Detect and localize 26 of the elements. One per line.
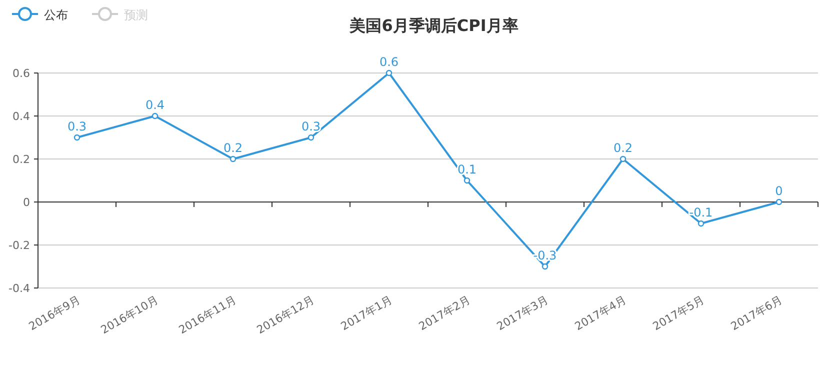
data-label: 0.3 [67,120,87,134]
data-label: 0.3 [301,120,321,134]
y-tick-label: 0.6 [12,67,30,80]
point [464,177,470,184]
chart-title: 美国6月季调后CPI月率 [348,16,518,35]
point [386,70,392,76]
point [230,156,236,162]
point [542,263,548,270]
y-tick-label: -0.4 [8,282,30,295]
y-tick-label: 0.4 [12,110,30,123]
y-tick-label: 0 [23,196,30,209]
data-label: 0.2 [223,141,243,155]
data-label: 0.2 [613,141,633,155]
point [620,156,626,162]
y-tick-label: 0.2 [12,153,30,166]
y-tick-label: -0.2 [8,239,30,252]
data-label: -0.1 [689,206,713,220]
point [698,220,704,227]
point [74,134,80,141]
data-label: 0.4 [145,98,165,112]
point [308,134,314,141]
data-label: 0.6 [379,55,399,69]
point [152,112,158,120]
data-label: 0 [775,184,783,198]
legend-label: 公布 [44,8,68,22]
point [776,198,782,206]
